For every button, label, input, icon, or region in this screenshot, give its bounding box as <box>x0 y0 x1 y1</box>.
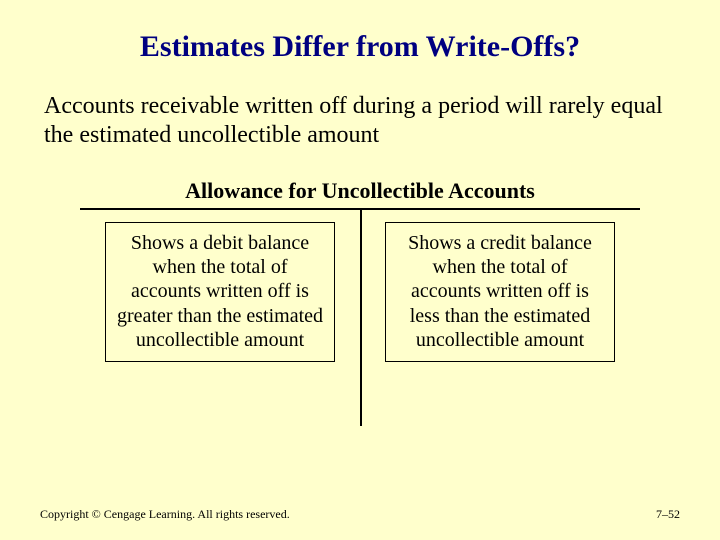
copyright-text: Copyright © Cengage Learning. All rights… <box>40 507 290 522</box>
debit-balance-box: Shows a debit balance when the total of … <box>105 222 335 362</box>
t-account-debit-column: Shows a debit balance when the total of … <box>80 210 360 418</box>
body-paragraph: Accounts receivable written off during a… <box>40 92 680 150</box>
t-account-divider <box>360 210 362 426</box>
slide-title: Estimates Differ from Write-Offs? <box>40 30 680 64</box>
page-number: 7–52 <box>656 507 680 522</box>
credit-balance-box: Shows a credit balance when the total of… <box>385 222 615 362</box>
t-account-header: Allowance for Uncollectible Accounts <box>80 178 640 204</box>
slide: Estimates Differ from Write-Offs? Accoun… <box>0 0 720 540</box>
t-account: Allowance for Uncollectible Accounts Sho… <box>80 178 640 418</box>
t-account-credit-column: Shows a credit balance when the total of… <box>360 210 640 418</box>
t-account-body: Shows a debit balance when the total of … <box>80 208 640 418</box>
